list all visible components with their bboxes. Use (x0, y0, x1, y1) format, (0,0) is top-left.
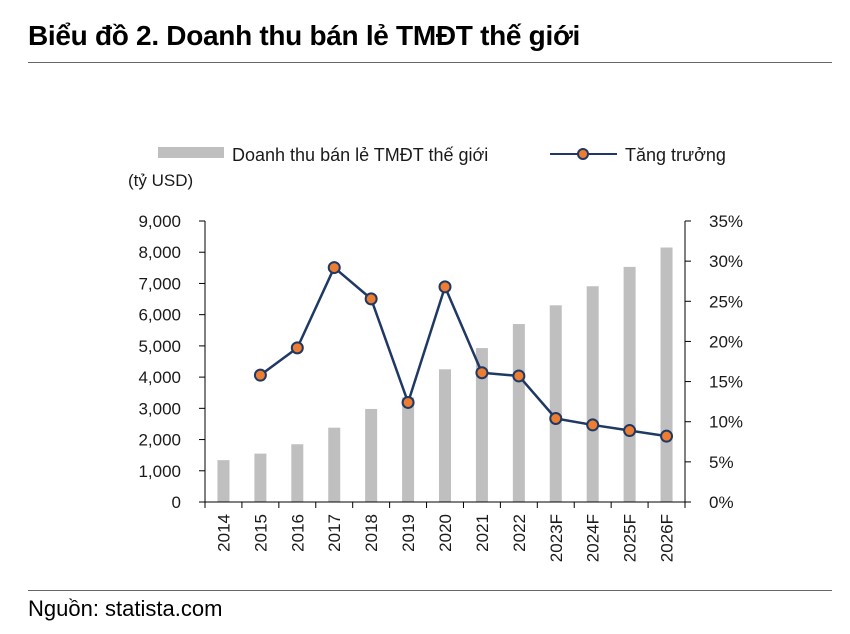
y-left-tick-label: 7,000 (138, 274, 181, 293)
growth-point-2018 (364, 292, 378, 306)
bar-2021 (475, 348, 488, 502)
bar-2014 (217, 460, 230, 502)
growth-point-2022 (512, 369, 526, 383)
growth-point-2019 (401, 395, 415, 409)
bar-2020 (439, 369, 451, 502)
source-note: Nguồn: statista.com (28, 596, 223, 621)
y-right-tick-label: 25% (709, 292, 743, 311)
growth-line (259, 266, 667, 438)
growth-point-2015 (253, 368, 267, 382)
x-tick-label: 2022 (510, 514, 529, 552)
x-tick-label: 2024F (584, 514, 603, 562)
y-right-tick-label: 0% (709, 493, 734, 512)
x-tick-label: 2018 (362, 514, 381, 552)
x-tick-label: 2025F (621, 514, 640, 562)
y-axis-unit-label: (tỷ USD) (128, 171, 193, 190)
bar-2022 (512, 324, 525, 502)
growth-point-2025F (623, 424, 637, 438)
y-left-tick-label: 1,000 (138, 462, 181, 481)
growth-point-2021 (475, 366, 489, 380)
y-left-tick-label: 3,000 (138, 399, 181, 418)
legend-line-label: Tăng trưởng (625, 145, 726, 165)
growth-point-2017 (327, 261, 341, 275)
growth-point-2016 (290, 341, 304, 355)
legend-bar-swatch (158, 147, 224, 158)
y-right-tick-label: 10% (709, 413, 743, 432)
y-left-tick-label: 9,000 (138, 212, 181, 231)
y-right-tick-label: 15% (709, 373, 743, 392)
x-tick-label: 2017 (325, 514, 344, 552)
x-tick-label: 2023F (547, 514, 566, 562)
bar-2025F (623, 266, 636, 502)
y-left-tick-label: 0 (172, 493, 181, 512)
x-tick-label: 2026F (658, 514, 677, 562)
x-tick-label: 2014 (214, 514, 233, 552)
y-left-tick-label: 6,000 (138, 306, 181, 325)
y-left-tick-label: 8,000 (138, 243, 181, 262)
bar-2016 (291, 444, 304, 502)
y-right-tick-label: 35% (709, 212, 743, 231)
legend-bar-label: Doanh thu bán lẻ TMĐT thế giới (232, 145, 488, 165)
bar-2023F (549, 305, 562, 502)
chart: Doanh thu bán lẻ TMĐT thế giới Tăng trưở… (128, 145, 743, 562)
bar-2015 (254, 453, 267, 502)
bar-2018 (365, 408, 378, 502)
y-left-tick-label: 5,000 (138, 337, 181, 356)
y-right-tick-label: 20% (709, 332, 743, 351)
y-right-tick-label: 5% (709, 453, 734, 472)
growth-point-2023F (549, 412, 563, 426)
source-divider (28, 590, 832, 591)
legend-line-marker (577, 148, 589, 160)
growth-point-2024F (586, 418, 600, 432)
growth-point-2026F (660, 429, 674, 443)
growth-point-2020 (438, 280, 452, 294)
y-right-tick-label: 30% (709, 252, 743, 271)
bar-2019 (402, 397, 415, 502)
title-divider (28, 62, 832, 63)
x-tick-label: 2019 (399, 514, 418, 552)
y-left-tick-label: 4,000 (138, 368, 181, 387)
x-tick-label: 2015 (251, 514, 270, 552)
x-tick-label: 2016 (288, 514, 307, 552)
y-left-tick-label: 2,000 (138, 431, 181, 450)
bar-2017 (328, 427, 341, 502)
bar-2026F (660, 247, 673, 502)
x-tick-label: 2020 (436, 514, 455, 552)
bar-2024F (586, 286, 599, 502)
chart-title: Biểu đồ 2. Doanh thu bán lẻ TMĐT thế giớ… (28, 20, 581, 51)
legend: Doanh thu bán lẻ TMĐT thế giới Tăng trưở… (158, 145, 726, 165)
x-tick-label: 2021 (473, 514, 492, 552)
